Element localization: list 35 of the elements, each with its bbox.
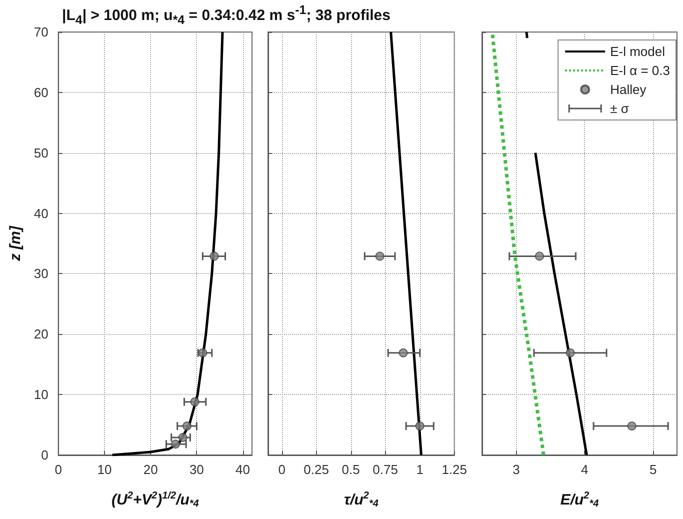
x-tick-label: 0 bbox=[54, 462, 62, 477]
x-tick-label: 1.25 bbox=[442, 462, 468, 477]
x-tick-label: 5 bbox=[649, 462, 657, 477]
x-tick-label: 0 bbox=[278, 462, 286, 477]
y-tick-label: 50 bbox=[34, 145, 48, 160]
y-tick-label: 60 bbox=[34, 84, 48, 100]
point bbox=[182, 421, 192, 430]
point bbox=[198, 348, 208, 358]
y-tick-label: 10 bbox=[34, 387, 48, 402]
x-tick-label: 4 bbox=[581, 462, 588, 477]
y-tick-label: 40 bbox=[34, 206, 48, 221]
point bbox=[170, 440, 180, 449]
legend-label: E-l model bbox=[610, 44, 666, 59]
x-tick-label: 0.5 bbox=[342, 462, 360, 477]
y-axis-title: z [m] bbox=[7, 225, 24, 262]
chart-title: |L$_{4}$| > 1000 m; u$_{*4}$ = 0.34:0.42 m s$^{-1}$; 38 profiles bbox=[62, 3, 390, 27]
point bbox=[190, 397, 200, 406]
point bbox=[210, 252, 219, 261]
x-tick-label: 0.75 bbox=[372, 462, 398, 477]
y-tick-label: 20 bbox=[34, 326, 48, 342]
x-tick-label: 3 bbox=[512, 462, 520, 477]
x-tick-label: 40 bbox=[236, 462, 250, 477]
y-tick-label: 70 bbox=[34, 24, 48, 40]
line-series bbox=[111, 30, 224, 456]
x-tick-label: 30 bbox=[189, 462, 204, 477]
x-tick-label: 1 bbox=[416, 462, 424, 477]
point bbox=[178, 432, 188, 442]
x-tick-label: 20 bbox=[143, 462, 158, 477]
annotation: ± σ bbox=[610, 101, 629, 116]
legend-label: Halley bbox=[610, 82, 647, 97]
y-tick-label: 30 bbox=[34, 266, 48, 282]
legend-label: E-l α = 0.3 bbox=[610, 63, 670, 78]
x-tick-label: 0.25 bbox=[304, 462, 329, 477]
x-tick-label: 10 bbox=[97, 462, 112, 477]
y-tick-label: 0 bbox=[41, 448, 48, 462]
